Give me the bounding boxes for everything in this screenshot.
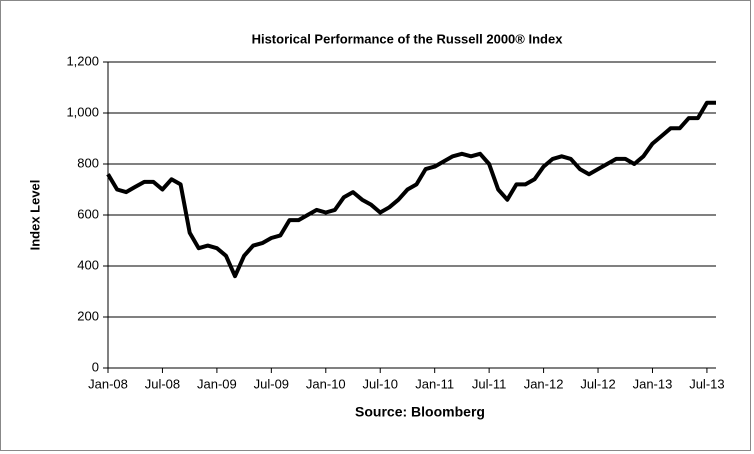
y-tick-label: 200 (77, 308, 99, 323)
y-tick-label: 0 (92, 359, 99, 374)
y-tick-label: 800 (77, 155, 99, 170)
x-tick-label: Jan-10 (306, 376, 346, 391)
x-tick-label: Jul-11 (472, 376, 506, 391)
x-tick-label: Jan-12 (524, 376, 564, 391)
y-tick-label: 1,200 (66, 53, 99, 68)
y-tick-label: 1,000 (66, 104, 99, 119)
x-tick-label: Jul-13 (689, 376, 724, 391)
y-tick-label: 400 (77, 257, 99, 272)
x-tick-label: Jul-12 (580, 376, 615, 391)
line-series (106, 100, 716, 279)
y-tick-label: 600 (77, 206, 99, 221)
x-tick-label: Jan-13 (633, 376, 673, 391)
x-tick-label: Jan-09 (197, 376, 237, 391)
x-tick-label: Jul-08 (145, 376, 180, 391)
x-axis-label: Source: Bloomberg (355, 404, 485, 420)
chart-title: Historical Performance of the Russell 20… (252, 31, 564, 46)
x-tick-label: Jan-11 (415, 376, 454, 391)
x-tick-label: Jan-08 (88, 376, 128, 391)
x-tick-label: Jul-09 (254, 376, 289, 391)
y-axis-label: Index Level (27, 180, 42, 251)
x-tick-label: Jul-10 (363, 376, 398, 391)
